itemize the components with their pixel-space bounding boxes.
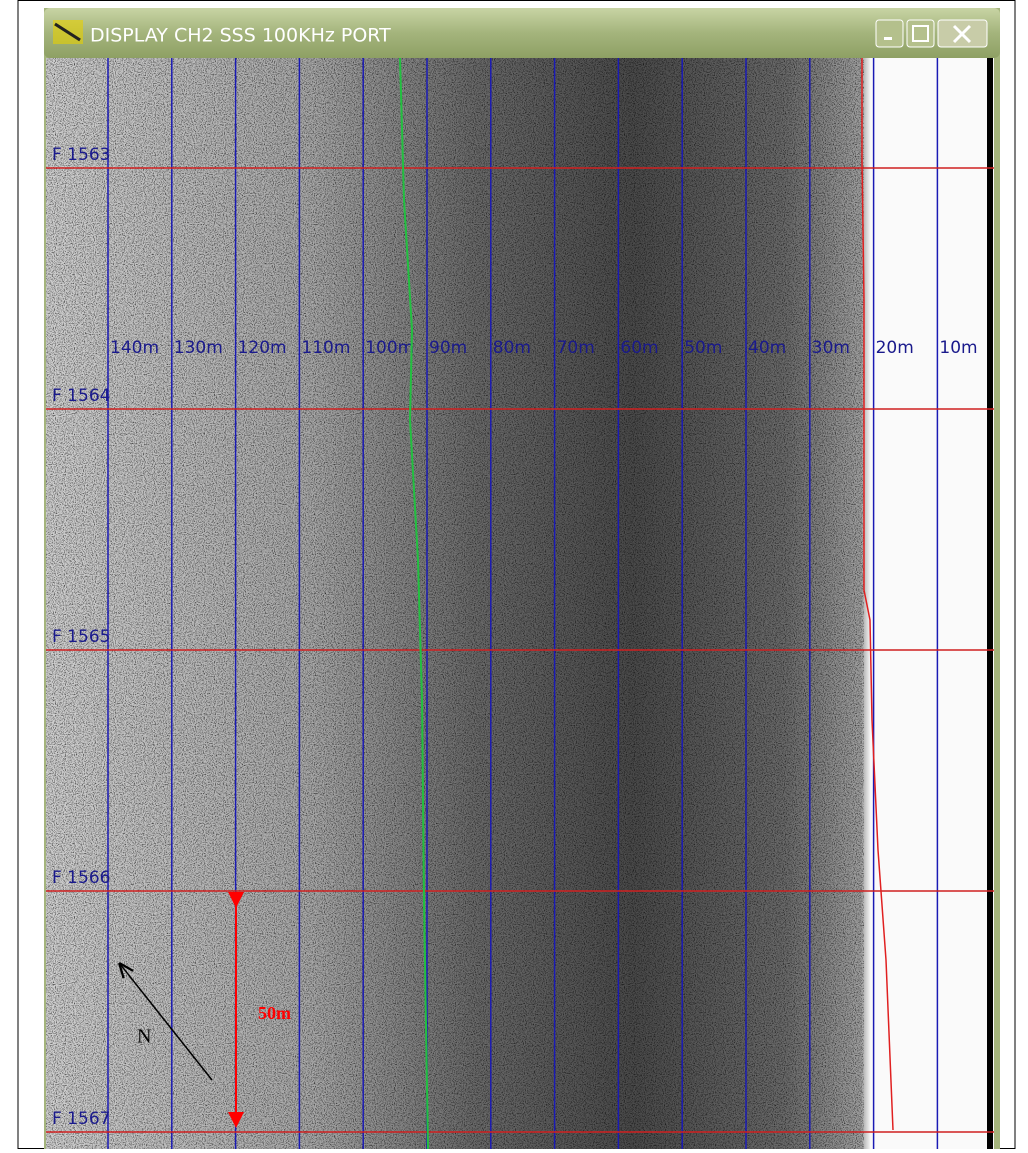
maximize-icon: [912, 25, 929, 42]
range-label: 10m: [939, 338, 977, 358]
minimize-button[interactable]: [875, 19, 904, 48]
range-label: 80m: [493, 338, 531, 358]
fix-label: F 1566: [52, 868, 110, 888]
fix-label: F 1563: [52, 145, 110, 165]
range-label: 130m: [174, 338, 223, 358]
range-label: 100m: [365, 338, 414, 358]
range-label: 140m: [110, 338, 159, 358]
sonar-speckle: [46, 58, 864, 1149]
range-label: 30m: [812, 338, 850, 358]
north-label: N: [137, 1026, 151, 1048]
range-label: 50m: [684, 338, 722, 358]
app-icon-mark: [54, 22, 81, 42]
range-label: 110m: [301, 338, 350, 358]
window-title: DISPLAY CH2 SSS 100KHz PORT: [90, 25, 391, 47]
track-line: [399, 57, 429, 1150]
range-label: 90m: [429, 338, 467, 358]
maximize-button[interactable]: [906, 19, 935, 48]
fix-label: F 1564: [52, 386, 110, 406]
fix-label: F 1565: [52, 627, 110, 647]
minimize-icon: [884, 37, 892, 40]
range-label: 120m: [238, 338, 287, 358]
title-bar: [44, 8, 1000, 58]
window-buttons: [875, 19, 988, 48]
fix-lines: F 1563 F 1564 F 1565 F 1566 F 1567: [46, 145, 994, 1133]
range-label: 60m: [620, 338, 658, 358]
range-label: 20m: [876, 338, 914, 358]
range-label: 70m: [557, 338, 595, 358]
fix-label: F 1567: [52, 1109, 110, 1129]
north-arrow: [120, 964, 213, 1081]
bottom-trace: [861, 58, 894, 1131]
right-edge-bar: [987, 58, 993, 1149]
range-label: 40m: [748, 338, 786, 358]
close-icon: [952, 24, 972, 44]
scale-label: 50m: [258, 1003, 291, 1023]
